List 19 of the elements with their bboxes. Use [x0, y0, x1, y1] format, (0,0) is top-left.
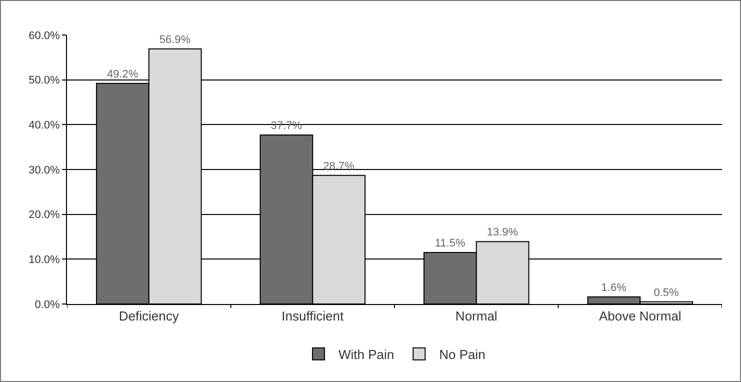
y-tick-label: 10.0%	[28, 254, 60, 266]
y-tick-label: 30.0%	[28, 164, 60, 176]
x-tick-label: Insufficient	[282, 308, 344, 324]
y-tick-label: 60.0%	[28, 30, 60, 42]
x-tick-label: Above Normal	[598, 308, 682, 324]
x-tick-label: Normal	[455, 308, 498, 324]
y-tick-label: 40.0%	[28, 120, 60, 132]
legend-label: With Pain	[338, 346, 394, 362]
data-label: 0.5%	[654, 286, 679, 299]
legend-label: No Pain	[439, 346, 486, 362]
y-tick-label: 20.0%	[28, 209, 60, 222]
data-label: 13.9%	[486, 226, 518, 239]
x-tick-label: Deficiency	[118, 308, 180, 324]
y-tick-label: 50.0%	[28, 74, 60, 87]
y-tick-label: 0.0%	[34, 298, 60, 311]
data-label: 56.9%	[159, 34, 191, 46]
data-label: 49.2%	[106, 68, 138, 80]
data-label: 11.5%	[434, 237, 466, 250]
data-label: 1.6%	[601, 282, 627, 294]
